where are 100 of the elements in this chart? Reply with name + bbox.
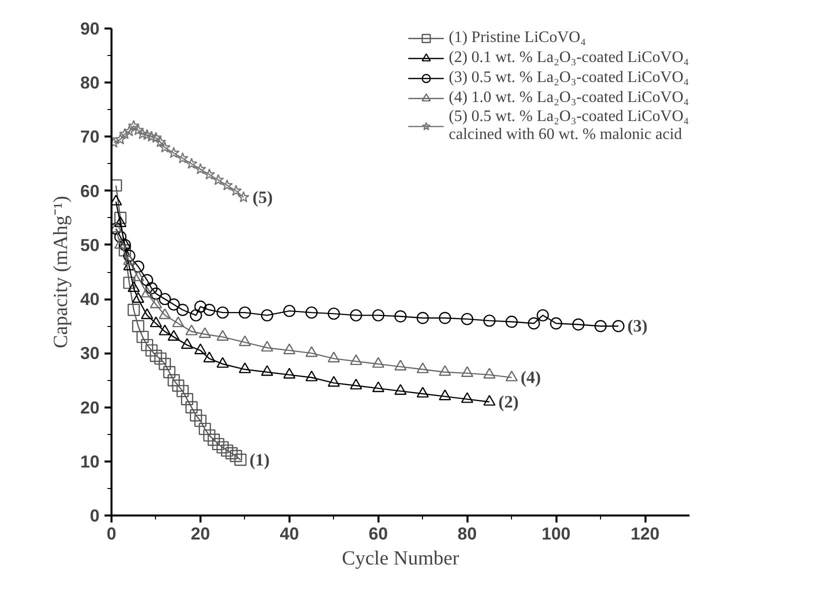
x-tick-label: 20 — [190, 524, 210, 544]
point — [261, 340, 274, 352]
point — [150, 316, 162, 328]
point — [168, 146, 180, 158]
point — [185, 401, 198, 414]
point — [176, 384, 189, 398]
point — [483, 314, 496, 327]
point — [261, 309, 274, 322]
point — [145, 282, 158, 294]
point — [350, 378, 362, 390]
point — [216, 330, 229, 341]
point — [114, 216, 126, 228]
point — [372, 309, 384, 322]
point — [506, 316, 518, 328]
point — [483, 394, 496, 406]
x-tick-label: 0 — [106, 524, 116, 544]
legend-label: (2) 0.1 wt. % La₂O₃-coated LiCoVO₄ — [448, 48, 689, 68]
annotation: (3) — [627, 316, 648, 336]
point — [536, 309, 549, 322]
y-tick-label: 60 — [80, 180, 100, 201]
y-tick-label: 90 — [80, 18, 100, 38]
point — [283, 368, 296, 379]
point — [150, 288, 162, 300]
legend-label: (4) 1.0 wt. % La₂O₃-coated LiCoVO₄ — [448, 88, 689, 108]
point — [416, 362, 429, 374]
point — [172, 316, 184, 328]
point — [528, 317, 540, 330]
annotation: (4) — [520, 368, 542, 388]
point — [394, 360, 407, 370]
point — [128, 304, 140, 316]
point — [112, 179, 122, 192]
x-axis-title: Cycle Number — [342, 548, 460, 570]
point — [194, 414, 207, 427]
point — [176, 152, 188, 164]
point — [132, 270, 144, 282]
point — [132, 260, 144, 273]
point — [238, 335, 251, 346]
point — [136, 330, 149, 344]
point — [118, 244, 131, 256]
point — [154, 352, 167, 365]
point — [198, 422, 211, 436]
point — [140, 286, 154, 298]
x-tick-label: 40 — [280, 524, 299, 544]
point — [112, 222, 122, 232]
point — [305, 346, 318, 357]
point — [123, 250, 136, 262]
y-tick-label: 50 — [80, 234, 100, 255]
point — [203, 168, 216, 180]
point — [212, 174, 224, 186]
point — [230, 450, 242, 462]
point — [141, 129, 153, 140]
point — [114, 238, 126, 249]
point — [238, 362, 251, 374]
point — [150, 350, 162, 362]
point — [438, 312, 452, 324]
point — [128, 120, 140, 131]
point — [128, 281, 140, 292]
point — [158, 292, 171, 306]
point — [216, 306, 229, 319]
point — [140, 274, 154, 286]
y-axis-title: Capacity (mAhg⁻¹) — [50, 196, 72, 348]
point — [123, 260, 136, 270]
point — [190, 309, 202, 322]
point — [118, 238, 131, 252]
annotation: (2) — [498, 392, 519, 412]
point — [350, 309, 362, 322]
point — [114, 212, 126, 224]
y-tick-label: 40 — [80, 289, 100, 310]
legend-label: (5) 0.5 wt. % La₂O₃-coated LiCoVO₄ calcined with 60 wt. % malonic acid — [448, 108, 689, 144]
point — [168, 298, 180, 311]
point — [212, 438, 224, 450]
point — [438, 390, 452, 400]
y-tick-label: 0 — [90, 506, 100, 526]
point — [180, 338, 194, 349]
point — [372, 357, 384, 368]
point — [416, 386, 429, 398]
point — [234, 454, 247, 466]
point — [119, 128, 131, 140]
point — [158, 308, 171, 320]
point — [180, 393, 194, 406]
point — [461, 366, 474, 377]
point — [185, 324, 198, 336]
point — [572, 318, 584, 331]
x-tick-label: 100 — [542, 524, 571, 544]
point — [438, 365, 452, 376]
point — [123, 276, 136, 289]
point — [114, 133, 126, 144]
x-tick-label: 120 — [630, 524, 660, 544]
annotation: (1) — [249, 450, 270, 470]
point — [372, 381, 384, 392]
point — [194, 300, 207, 313]
point — [194, 344, 207, 354]
point — [145, 344, 158, 357]
point — [163, 366, 176, 378]
y-tick-label: 70 — [80, 126, 100, 147]
point — [394, 384, 407, 395]
point — [158, 358, 171, 370]
point — [198, 327, 211, 338]
point — [216, 441, 229, 454]
point — [146, 130, 158, 142]
